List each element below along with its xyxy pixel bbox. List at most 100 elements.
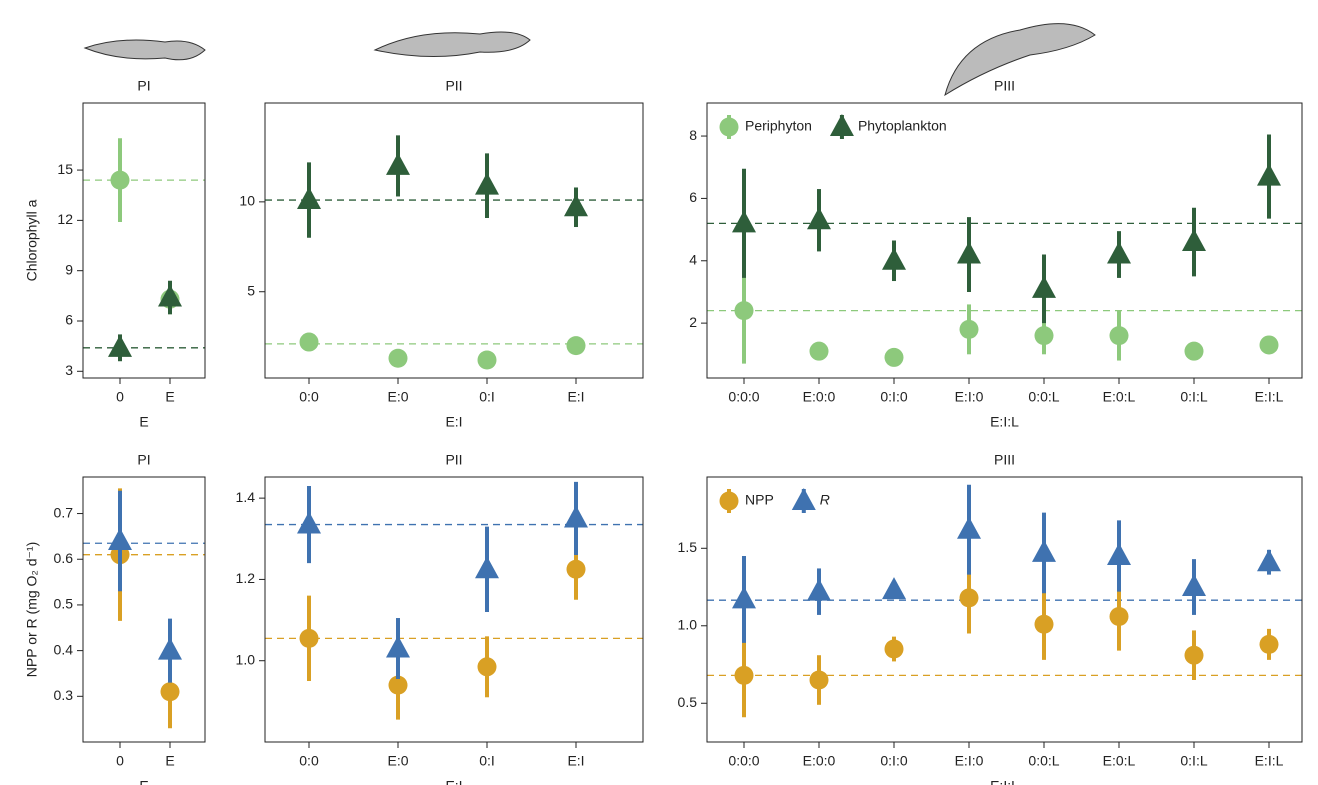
x-tick-label: E:I:0 bbox=[955, 753, 984, 769]
circle-marker bbox=[960, 588, 979, 607]
triangle-marker bbox=[297, 512, 321, 534]
circle-marker bbox=[1035, 615, 1054, 634]
x-tick-label: E:0:L bbox=[1103, 753, 1136, 769]
plot-frame bbox=[707, 477, 1302, 742]
triangle-marker bbox=[1182, 229, 1206, 251]
legend-label: Periphyton bbox=[745, 118, 812, 134]
x-tick-label: E:I:0 bbox=[955, 389, 984, 405]
circle-marker bbox=[720, 118, 739, 137]
x-tick-label: 0:0 bbox=[299, 389, 319, 405]
x-tick-label: E:0:0 bbox=[803, 389, 836, 405]
circle-marker bbox=[960, 320, 979, 339]
plot-frame bbox=[83, 103, 205, 378]
circle-marker bbox=[735, 301, 754, 320]
circle-marker bbox=[300, 333, 319, 352]
triangle-marker bbox=[1107, 543, 1131, 565]
x-tick-label: 0:0:L bbox=[1028, 389, 1059, 405]
x-tick-label: E:0:0 bbox=[803, 753, 836, 769]
x-tick-label: 0 bbox=[116, 753, 124, 769]
x-axis-label: E:I:L bbox=[990, 414, 1019, 430]
triangle-marker bbox=[732, 586, 756, 608]
x-tick-label: E bbox=[165, 753, 174, 769]
x-tick-label: 0 bbox=[116, 389, 124, 405]
y-tick-label: 9 bbox=[65, 261, 73, 277]
triangle-marker bbox=[830, 114, 854, 136]
triangle-marker bbox=[108, 335, 132, 357]
x-axis-label: E:I bbox=[445, 414, 462, 430]
triangle-marker bbox=[1032, 276, 1056, 298]
legend-label: R bbox=[820, 492, 830, 508]
x-tick-label: 0:0:0 bbox=[728, 389, 759, 405]
x-tick-label: E:I bbox=[567, 389, 584, 405]
y-tick-label: 15 bbox=[57, 161, 73, 177]
circle-marker bbox=[567, 336, 586, 355]
circle-marker bbox=[1035, 326, 1054, 345]
y-tick-label: 12 bbox=[57, 211, 73, 227]
x-tick-label: E:0:L bbox=[1103, 389, 1136, 405]
circle-marker bbox=[810, 671, 829, 690]
triangle-marker bbox=[807, 579, 831, 601]
triangle-marker bbox=[386, 153, 410, 175]
x-tick-label: 0:0 bbox=[299, 753, 319, 769]
x-axis-label: E bbox=[139, 414, 148, 430]
circle-marker bbox=[885, 640, 904, 659]
circle-marker bbox=[1110, 607, 1129, 626]
legend-label: NPP bbox=[745, 492, 774, 508]
triangle-marker bbox=[1107, 242, 1131, 264]
legend-label: Phytoplankton bbox=[858, 118, 947, 134]
circle-marker bbox=[478, 657, 497, 676]
x-tick-label: E bbox=[165, 389, 174, 405]
circle-marker bbox=[161, 682, 180, 701]
y-tick-label: 1.5 bbox=[678, 539, 698, 555]
x-tick-label: E:0 bbox=[387, 389, 408, 405]
panel-title: PI bbox=[137, 78, 150, 94]
y-tick-label: 0.6 bbox=[54, 550, 74, 566]
y-tick-label: 10 bbox=[239, 193, 255, 209]
x-tick-label: E:I bbox=[567, 753, 584, 769]
x-tick-label: 0:I bbox=[479, 753, 495, 769]
x-tick-label: 0:0:0 bbox=[728, 753, 759, 769]
panel-title: PIII bbox=[994, 452, 1015, 468]
triangle-marker bbox=[957, 517, 981, 539]
y-tick-label: 1.4 bbox=[236, 489, 256, 505]
panel-title: PII bbox=[445, 78, 462, 94]
x-tick-label: 0:I:L bbox=[1180, 389, 1207, 405]
y-tick-label: 1.0 bbox=[236, 651, 256, 667]
circle-marker bbox=[567, 560, 586, 579]
x-tick-label: 0:I bbox=[479, 389, 495, 405]
circle-marker bbox=[735, 666, 754, 685]
plot-frame bbox=[707, 103, 1302, 378]
triangle-marker bbox=[297, 187, 321, 209]
y-tick-label: 0.5 bbox=[678, 694, 698, 710]
triangle-marker bbox=[158, 638, 182, 660]
triangle-marker bbox=[475, 173, 499, 195]
y-axis-label: Chlorophyll a bbox=[24, 199, 40, 281]
triangle-marker bbox=[564, 505, 588, 527]
circle-marker bbox=[389, 349, 408, 368]
triangle-marker bbox=[1182, 574, 1206, 596]
triangle-marker bbox=[882, 577, 906, 599]
y-tick-label: 8 bbox=[689, 127, 697, 143]
y-tick-label: 3 bbox=[65, 362, 73, 378]
y-tick-label: 0.7 bbox=[54, 504, 74, 520]
y-tick-label: 1.0 bbox=[678, 616, 698, 632]
x-tick-label: E:I:L bbox=[1255, 389, 1284, 405]
panel-title: PII bbox=[445, 452, 462, 468]
triangle-marker bbox=[1032, 540, 1056, 562]
larva-illustration bbox=[85, 24, 1095, 95]
circle-marker bbox=[1260, 635, 1279, 654]
triangle-marker bbox=[1257, 164, 1281, 186]
y-axis-label: NPP or R (mg O₂ d⁻¹) bbox=[24, 542, 40, 677]
figure: PIEChlorophyll a36912150EPIIE:I5100:0E:0… bbox=[0, 0, 1318, 785]
x-axis-label: E:I bbox=[445, 778, 462, 785]
y-tick-label: 6 bbox=[65, 312, 73, 328]
x-tick-label: 0:I:0 bbox=[880, 389, 907, 405]
x-tick-label: 0:0:L bbox=[1028, 753, 1059, 769]
y-tick-label: 0.3 bbox=[54, 687, 74, 703]
circle-marker bbox=[1185, 342, 1204, 361]
x-tick-label: 0:I:L bbox=[1180, 753, 1207, 769]
y-tick-label: 0.4 bbox=[54, 641, 74, 657]
plot-frame bbox=[265, 103, 643, 378]
triangle-marker bbox=[792, 488, 816, 510]
y-tick-label: 5 bbox=[247, 282, 255, 298]
